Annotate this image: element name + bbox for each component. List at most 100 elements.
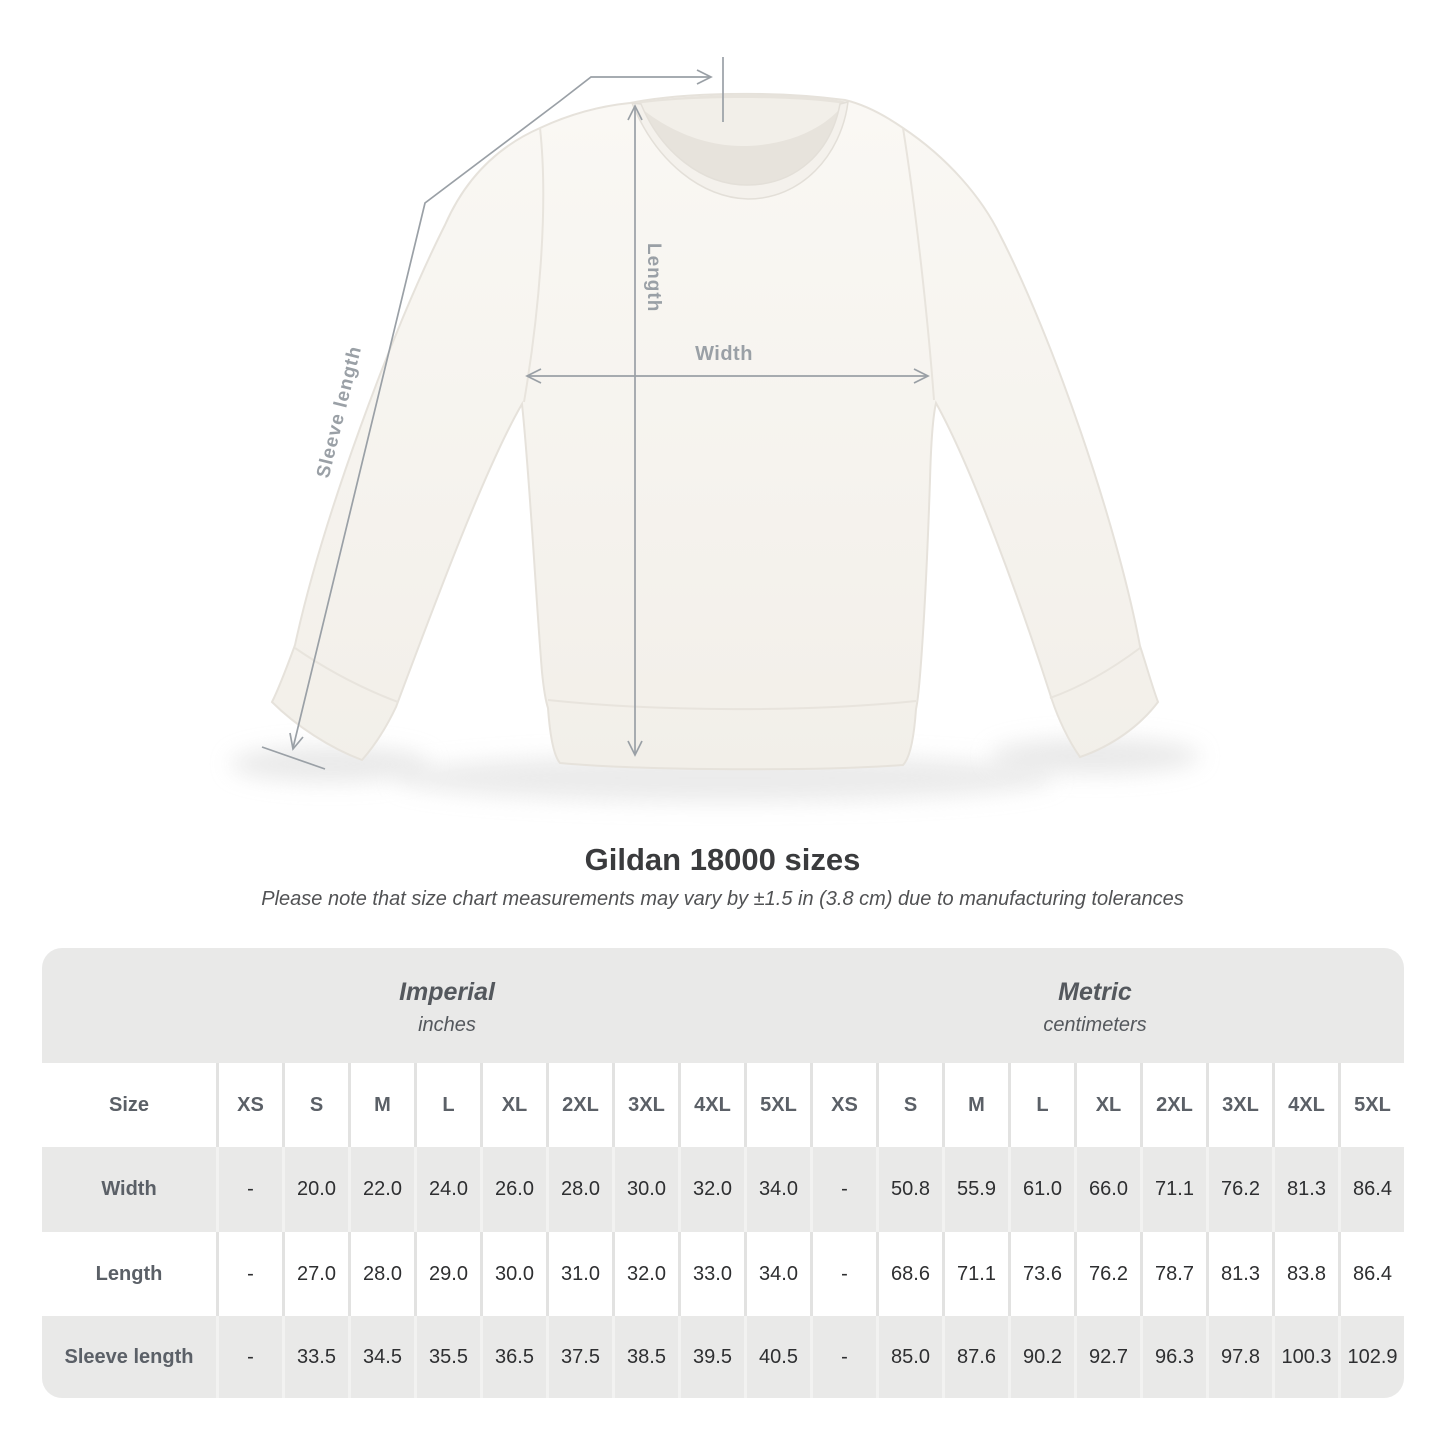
value-cell: 32.0 (612, 1232, 678, 1316)
imperial-group-header: Imperial inches (42, 948, 810, 1063)
sleeve-length-arrow (261, 57, 724, 770)
row-label: Length (95, 1262, 163, 1285)
page-title: Gildan 18000 sizes (584, 842, 861, 877)
tolerance-note: Please note that size chart measurements… (261, 888, 1184, 910)
value-cell: 36.5 (480, 1316, 546, 1398)
value-cell: 50.8 (876, 1147, 942, 1232)
value-cell: 68.6 (876, 1232, 942, 1316)
width-label: Width (695, 343, 753, 365)
left-cuff-seam (294, 647, 399, 703)
size-label: 4XL (1272, 1063, 1338, 1147)
size-label: XL (1074, 1063, 1140, 1147)
value-cell: 24.0 (414, 1147, 480, 1232)
value-cell: 27.0 (282, 1232, 348, 1316)
value-cell: - (216, 1147, 282, 1232)
value-cell: 28.0 (348, 1232, 414, 1316)
size-label: S (282, 1063, 348, 1147)
right-sleeve-seam (902, 127, 935, 401)
value-cell: 78.7 (1140, 1232, 1206, 1316)
hem-seam (547, 699, 917, 711)
value-cell: 96.3 (1140, 1316, 1206, 1398)
value-cell: 73.6 (1008, 1232, 1074, 1316)
value-cell: 34.5 (348, 1316, 414, 1398)
size-label: L (1008, 1063, 1074, 1147)
measurement-row: Length -27.0 28.0 29.0 30.0 31.0 32.0 33.0 34.0-… (42, 1232, 1404, 1316)
width-arrow (525, 368, 930, 384)
value-cell: 61.0 (1008, 1147, 1074, 1232)
imperial-label: Imperial (399, 978, 495, 1006)
left-cuff-shadow (230, 746, 430, 782)
size-table: Imperial inches Metric centimeters Size X… (42, 948, 1404, 1398)
left-sleeve-seam (523, 127, 545, 403)
size-label: 4XL (678, 1063, 744, 1147)
product-measurement-diagram: Length Width Sleeve length (230, 57, 1200, 802)
value-cell: 81.3 (1206, 1232, 1272, 1316)
value-cell: 38.5 (612, 1316, 678, 1398)
collar-band (630, 101, 849, 200)
size-label: 5XL (1338, 1063, 1404, 1147)
value-cell: 33.0 (678, 1232, 744, 1316)
value-cell: 33.5 (282, 1316, 348, 1398)
size-label: 3XL (1206, 1063, 1272, 1147)
value-cell: - (810, 1232, 876, 1316)
size-label: XL (480, 1063, 546, 1147)
value-cell: 66.0 (1074, 1147, 1140, 1232)
size-grid: Size XS S M L XL 2XL 3XL 4XL 5XL XS S M L XL 2XL 3XL 4XL 5… (42, 1063, 1404, 1398)
sweatshirt-illustration (230, 57, 1200, 802)
imperial-unit-label: inches (418, 1014, 476, 1036)
size-label: 2XL (1140, 1063, 1206, 1147)
value-cell: 34.0 (744, 1232, 810, 1316)
value-cell: - (810, 1147, 876, 1232)
value-cell: 76.2 (1074, 1232, 1140, 1316)
value-cell: 26.0 (480, 1147, 546, 1232)
metric-unit-label: centimeters (1043, 1014, 1147, 1036)
value-cell: 32.0 (678, 1147, 744, 1232)
size-header-row: Size XS S M L XL 2XL 3XL 4XL 5XL XS S M L XL 2XL 3XL 4XL 5… (42, 1063, 1404, 1147)
value-cell: 20.0 (282, 1147, 348, 1232)
value-cell: 81.3 (1272, 1147, 1338, 1232)
value-cell: 100.3 (1272, 1316, 1338, 1398)
right-cuff-shadow (990, 738, 1200, 774)
size-label: M (348, 1063, 414, 1147)
value-cell: 71.1 (1140, 1147, 1206, 1232)
length-label: Length (643, 243, 664, 313)
value-cell: 85.0 (876, 1316, 942, 1398)
value-cell: 30.0 (480, 1232, 546, 1316)
size-column-header: Size (108, 1093, 150, 1116)
unit-header-band: Imperial inches Metric centimeters (42, 948, 1404, 1063)
value-cell: 83.8 (1272, 1232, 1338, 1316)
measurement-row: Sleeve length -33.5 34.5 35.5 36.5 37.5 38.5 39… (42, 1316, 1404, 1398)
size-label: XS (216, 1063, 282, 1147)
value-cell: 37.5 (546, 1316, 612, 1398)
sweatshirt-silhouette (270, 92, 1160, 771)
value-cell: 29.0 (414, 1232, 480, 1316)
size-label: M (942, 1063, 1008, 1147)
value-cell: 76.2 (1206, 1147, 1272, 1232)
value-cell: 55.9 (942, 1147, 1008, 1232)
value-cell: 87.6 (942, 1316, 1008, 1398)
size-label: XS (810, 1063, 876, 1147)
value-cell: 40.5 (744, 1316, 810, 1398)
value-cell: 22.0 (348, 1147, 414, 1232)
row-label: Sleeve length (64, 1345, 194, 1368)
value-cell: - (216, 1316, 282, 1398)
size-label: 2XL (546, 1063, 612, 1147)
value-cell: - (810, 1316, 876, 1398)
value-cell: 102.9 (1338, 1316, 1404, 1398)
value-cell: 90.2 (1008, 1316, 1074, 1398)
size-label: 5XL (744, 1063, 810, 1147)
value-cell: 71.1 (942, 1232, 1008, 1316)
back-collar (636, 98, 844, 146)
size-label: L (414, 1063, 480, 1147)
value-cell: 39.5 (678, 1316, 744, 1398)
row-label: Width (101, 1178, 157, 1200)
value-cell: 97.8 (1206, 1316, 1272, 1398)
value-cell: 35.5 (414, 1316, 480, 1398)
size-label: 3XL (612, 1063, 678, 1147)
value-cell: 92.7 (1074, 1316, 1140, 1398)
value-cell: 30.0 (612, 1147, 678, 1232)
measurement-row: Width -20.0 22.0 24.0 26.0 28.0 30.0 32.0 34.0-5… (42, 1147, 1404, 1232)
size-label: S (876, 1063, 942, 1147)
value-cell: 86.4 (1338, 1147, 1404, 1232)
